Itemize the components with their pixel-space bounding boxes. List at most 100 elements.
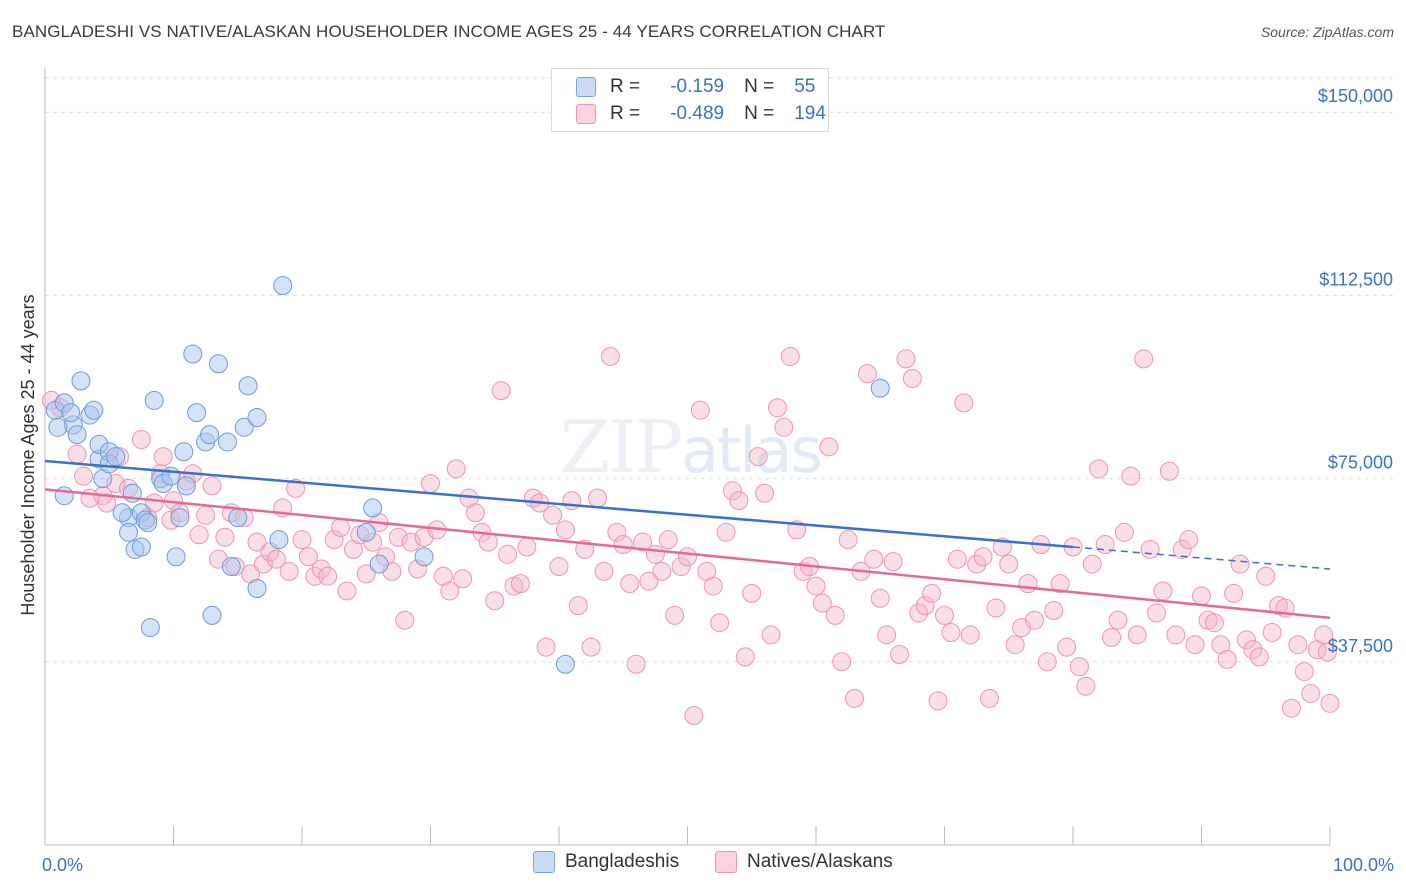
data-point-native: [793, 561, 813, 581]
data-point-bangladeshi: [555, 654, 575, 674]
data-point-bangladeshi: [217, 432, 237, 452]
data-point-native: [890, 644, 910, 664]
data-point-native: [286, 478, 306, 498]
data-point-native: [658, 530, 678, 550]
data-point-native: [1320, 693, 1340, 713]
data-point-native: [266, 549, 286, 569]
data-point-native: [825, 605, 845, 625]
data-point-native: [1121, 466, 1141, 486]
legend-n-label: N =: [744, 103, 775, 124]
data-point-native: [74, 466, 94, 486]
bottom-legend-swatch-blue: [533, 851, 555, 873]
legend-swatch-pink: [576, 104, 596, 124]
data-point-native: [594, 561, 614, 581]
data-point-native: [979, 688, 999, 708]
data-point-native: [498, 544, 518, 564]
data-point-native: [510, 574, 530, 594]
data-point-native: [568, 596, 588, 616]
data-point-native: [832, 652, 852, 672]
data-point-native: [478, 532, 498, 552]
data-point-native: [684, 706, 704, 726]
data-point-native: [665, 605, 685, 625]
data-point-native: [1076, 676, 1096, 696]
data-point-bangladeshi: [414, 547, 434, 567]
data-point-native: [298, 547, 318, 567]
data-point-native: [1243, 640, 1263, 660]
data-point-native: [356, 564, 376, 584]
data-point-native: [189, 525, 209, 545]
data-point-native: [401, 532, 421, 552]
x-tick-label: 100.0%: [1333, 855, 1394, 875]
data-point-native: [1166, 625, 1186, 645]
source-label: Source: ZipAtlas.com: [1260, 24, 1394, 40]
data-point-native: [1224, 583, 1244, 603]
data-point-bangladeshi: [238, 376, 258, 396]
data-point-native: [1024, 610, 1044, 630]
data-point-bangladeshi: [119, 522, 139, 542]
data-point-native: [1230, 554, 1250, 574]
data-point-bangladeshi: [106, 447, 126, 467]
data-point-native: [247, 532, 267, 552]
data-point-native: [1005, 635, 1025, 655]
data-point-native: [690, 400, 710, 420]
data-point-native: [1172, 539, 1192, 559]
data-point-native: [324, 530, 344, 550]
data-point-native: [1018, 574, 1038, 594]
data-point-native: [1089, 459, 1109, 479]
data-point-bangladeshi: [187, 403, 207, 423]
data-point-native: [774, 417, 794, 437]
data-point-bangladeshi: [166, 547, 186, 567]
legend-r-label: R =: [610, 76, 641, 97]
data-point-bangladeshi: [84, 400, 104, 420]
data-point-native: [767, 398, 787, 418]
data-point-native: [337, 581, 357, 601]
data-point-bangladeshi: [67, 425, 87, 445]
data-point-native: [1114, 522, 1134, 542]
x-tick-label: 0.0%: [42, 855, 83, 875]
data-point-native: [485, 591, 505, 611]
data-point-native: [845, 688, 865, 708]
data-point-native: [97, 493, 117, 513]
bottom-legend-label: Bangladeshis: [565, 851, 680, 872]
data-point-native: [517, 537, 537, 557]
data-point-bangladeshi: [176, 476, 196, 496]
data-point-bangladeshi: [363, 498, 383, 518]
data-point-native: [421, 473, 440, 493]
data-point-native: [1249, 647, 1269, 667]
data-point-native: [536, 637, 556, 657]
data-point-native: [1301, 684, 1321, 704]
data-point-native: [742, 583, 762, 603]
data-point-native: [761, 625, 781, 645]
bottom-legend-label: Natives/Alaskans: [747, 851, 893, 872]
data-point-native: [1217, 649, 1237, 669]
data-point-native: [941, 622, 961, 642]
data-point-bangladeshi: [234, 417, 254, 437]
data-point-native: [780, 346, 800, 366]
data-point-native: [819, 437, 839, 457]
data-point-bangladeshi: [183, 344, 203, 364]
data-point-native: [735, 647, 755, 667]
data-point-native: [716, 522, 736, 542]
data-point-native: [1134, 349, 1154, 369]
data-point-native: [1185, 635, 1205, 655]
data-point-bangladeshi: [112, 503, 132, 523]
data-point-bangladeshi: [221, 557, 241, 577]
data-point-native: [253, 554, 273, 574]
y-tick-label: $75,000: [1328, 453, 1393, 473]
data-point-native: [144, 493, 164, 513]
data-point-native: [896, 349, 916, 369]
data-point-bangladeshi: [870, 378, 890, 398]
data-point-native: [1037, 652, 1057, 672]
legend-r-value: -0.159: [670, 76, 725, 97]
data-point-bangladeshi: [144, 390, 164, 410]
data-point-native: [446, 459, 466, 479]
data-point-native: [1262, 622, 1282, 642]
data-point-native: [652, 561, 672, 581]
tick-labels: $37,500 $75,000 $112,500 $150,000 0.0% 100.0%…: [18, 86, 1394, 875]
data-point-bangladeshi: [199, 425, 219, 445]
data-point-native: [1204, 613, 1224, 633]
data-point-bangladeshi: [208, 354, 228, 374]
data-point-bangladeshi: [247, 408, 267, 428]
data-point-native: [1317, 642, 1337, 662]
